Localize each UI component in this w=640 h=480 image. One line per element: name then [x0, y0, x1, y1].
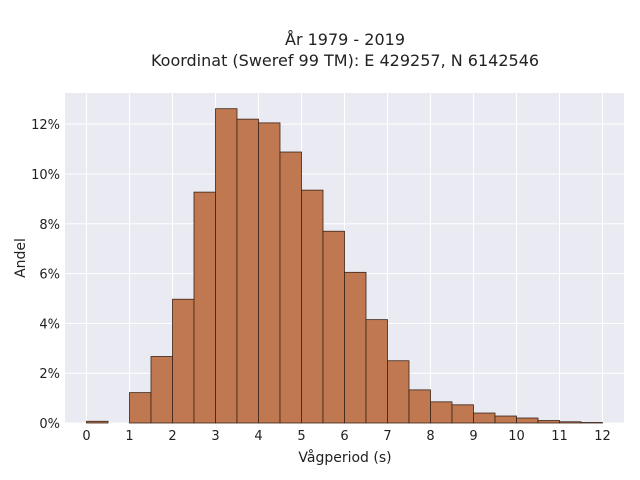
- histogram-bar: [215, 108, 238, 424]
- x-tick-label: 1: [125, 429, 133, 444]
- histogram-bar: [408, 389, 431, 424]
- histogram-bar: [451, 404, 474, 424]
- histogram-bar: [301, 189, 324, 424]
- histogram-bar: [236, 118, 259, 424]
- x-tick-label: 2: [168, 429, 176, 444]
- y-axis-ticks: 0% 2% 4% 6% 8% 10% 12%: [31, 118, 60, 432]
- bars: [86, 108, 603, 424]
- y-tick-label: 0%: [39, 417, 60, 432]
- histogram-bar: [365, 319, 388, 424]
- x-axis-label: Vågperiod (s): [298, 449, 391, 466]
- histogram-bar: [494, 415, 517, 424]
- x-tick-label: 9: [469, 429, 477, 444]
- histogram-bar: [172, 298, 195, 424]
- x-tick-label: 3: [211, 429, 219, 444]
- histogram-bar: [279, 151, 302, 424]
- x-tick-label: 10: [508, 429, 525, 444]
- histogram-bar: [86, 420, 109, 424]
- x-tick-label: 8: [426, 429, 434, 444]
- histogram-bar: [258, 122, 281, 424]
- y-tick-label: 4%: [39, 317, 60, 332]
- histogram-bar: [322, 230, 345, 424]
- histogram-bar: [150, 356, 173, 424]
- x-axis-ticks: 0 1 2 3 4 5 6 7 8 9 10 11 12: [82, 429, 610, 444]
- x-tick-label: 4: [254, 429, 262, 444]
- y-tick-label: 8%: [39, 218, 60, 233]
- y-tick-label: 2%: [39, 367, 60, 382]
- x-tick-label: 0: [82, 429, 90, 444]
- histogram-bar: [430, 401, 453, 424]
- histogram-bar: [537, 420, 560, 424]
- histogram-bar: [559, 421, 582, 424]
- histogram-bar: [516, 417, 539, 424]
- histogram-bar: [473, 412, 496, 424]
- y-axis-label: Andel: [13, 238, 29, 278]
- x-tick-label: 12: [594, 429, 611, 444]
- histogram-bar: [129, 392, 152, 424]
- y-tick-label: 12%: [31, 118, 60, 133]
- histogram-bar: [344, 271, 367, 424]
- histogram-bar: [193, 191, 216, 424]
- chart-title-line1: År 1979 - 2019: [285, 30, 405, 49]
- x-tick-label: 11: [551, 429, 568, 444]
- chart-title-line2: Koordinat (Sweref 99 TM): E 429257, N 61…: [151, 51, 539, 70]
- y-tick-label: 10%: [31, 168, 60, 183]
- y-tick-label: 6%: [39, 268, 60, 283]
- x-tick-label: 7: [383, 429, 391, 444]
- histogram-bar: [387, 360, 410, 424]
- x-tick-label: 6: [340, 429, 348, 444]
- x-tick-label: 5: [297, 429, 305, 444]
